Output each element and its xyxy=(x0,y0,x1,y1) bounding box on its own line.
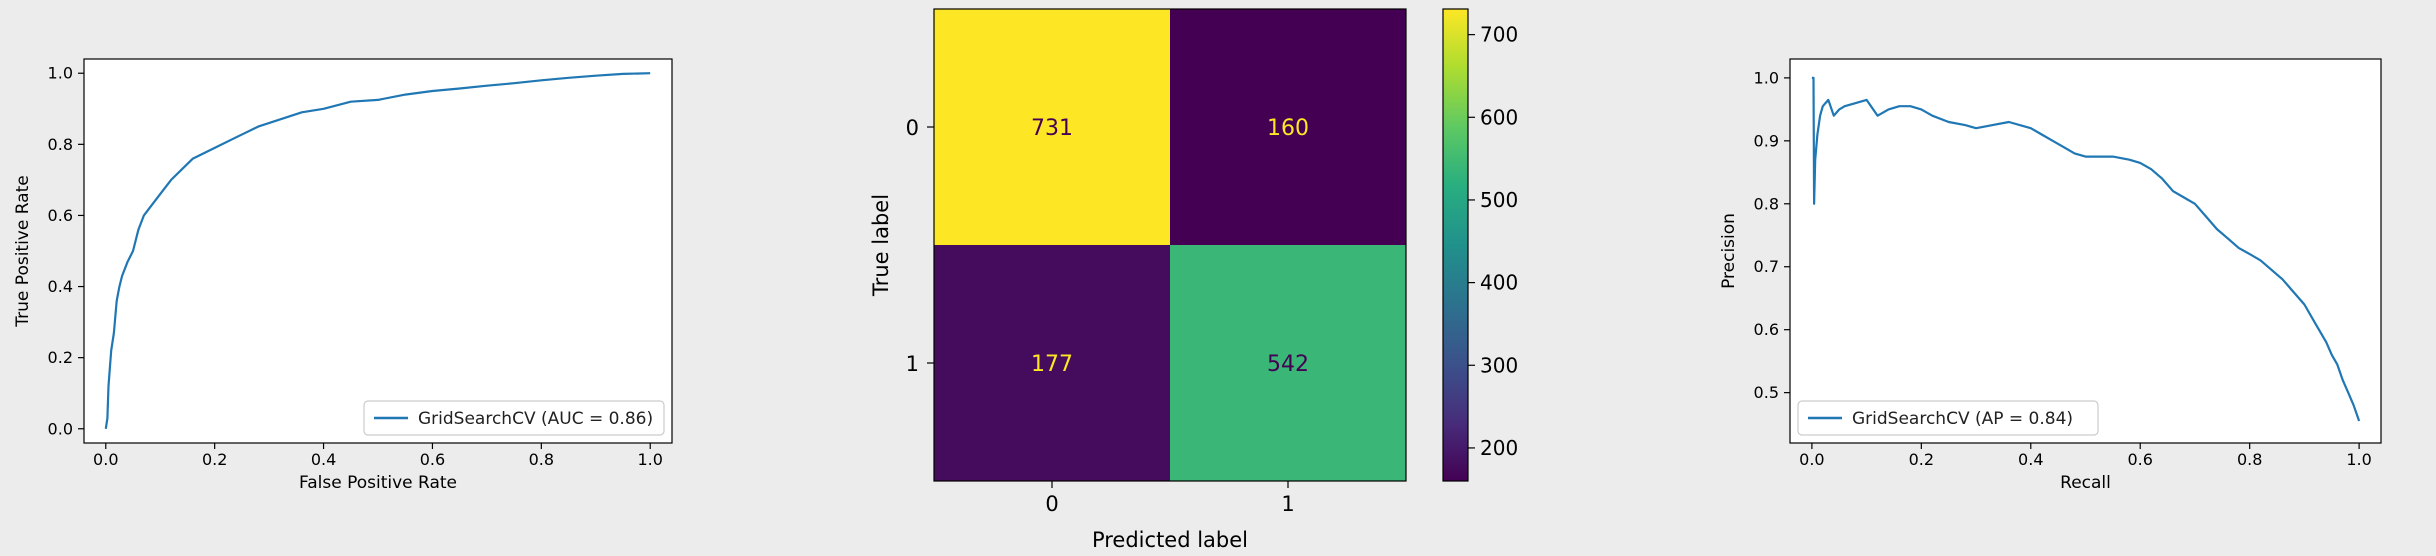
y-tick-label: 1.0 xyxy=(1754,68,1779,87)
x-tick-label: 1.0 xyxy=(637,450,662,469)
x-tick-label: 0.2 xyxy=(1909,450,1934,469)
plot-area xyxy=(84,59,672,443)
y-tick-label: 0.0 xyxy=(48,419,73,438)
x-tick-label: 0.8 xyxy=(529,450,554,469)
x-tick-label: 0.0 xyxy=(1799,450,1824,469)
plot-area xyxy=(1790,59,2381,443)
series-line xyxy=(1811,76,2361,422)
matrix-cell xyxy=(1170,245,1406,481)
roc-curve-panel: 0.0 0.2 0.4 0.6 0.8 1.0 0.0 0.2 0.4 0.6 0.8 1.0 Fals… xyxy=(13,58,673,493)
cell-value-label: 160 xyxy=(1267,116,1309,141)
colorbar-tick-label: 200 xyxy=(1480,436,1518,460)
colorbar-tick-label: 500 xyxy=(1480,188,1518,212)
y-tick-label: 0.2 xyxy=(48,348,73,367)
x-tick-label: 1 xyxy=(1281,492,1294,516)
x-tick-label: 0.4 xyxy=(311,450,336,469)
plot-frame xyxy=(83,58,673,444)
y-tick-label: 0.4 xyxy=(48,277,73,296)
x-tick-label: 1.0 xyxy=(2346,450,2371,469)
matrix-cell xyxy=(934,245,1170,481)
x-axis-label: False Positive Rate xyxy=(299,473,457,493)
y-tick-label: 0.8 xyxy=(48,135,73,154)
x-tick-label: 0.8 xyxy=(2237,450,2262,469)
y-tick-label: 0.7 xyxy=(1754,257,1779,276)
legend-label: GridSearchCV (AP = 0.84) xyxy=(1852,409,2073,429)
colorbar-tick-label: 300 xyxy=(1480,353,1518,377)
matrix-cell xyxy=(1170,9,1406,245)
matrix-cell xyxy=(934,9,1170,245)
y-tick-label: 1.0 xyxy=(48,64,73,83)
legend-label: GridSearchCV (AUC = 0.86) xyxy=(418,409,653,429)
matrix-frame xyxy=(933,8,1407,482)
x-tick-label: 0.6 xyxy=(420,450,445,469)
legend: GridSearchCV (AUC = 0.86) xyxy=(363,400,665,436)
x-tick-label: 0.6 xyxy=(2127,450,2152,469)
x-axis-label: Predicted label xyxy=(1092,528,1248,552)
x-tick-label: 0.0 xyxy=(93,450,118,469)
cell-value-label: 177 xyxy=(1031,352,1073,377)
y-axis-label: True label xyxy=(869,194,893,297)
x-tick-label: 0.2 xyxy=(202,450,227,469)
y-tick-label: 0.6 xyxy=(48,206,73,225)
y-tick-label: 0.8 xyxy=(1754,194,1779,213)
y-tick-label: 0.5 xyxy=(1754,383,1779,402)
y-tick-label: 0.6 xyxy=(1754,320,1779,339)
y-tick-label: 1 xyxy=(906,352,919,376)
cell-value-label: 731 xyxy=(1031,116,1073,141)
confusion-matrix-panel: 731 160 177 542 0 1 0 1 Predicted label True labe… xyxy=(869,8,1518,552)
legend-box xyxy=(1797,400,2099,436)
precision-recall-panel: 0.0 0.2 0.4 0.6 0.8 1.0 0.5 0.6 0.7 0.8 0.9 1.0 Reca… xyxy=(1719,58,2382,493)
y-axis-label: Precision xyxy=(1719,213,1739,289)
colorbar-frame xyxy=(1442,8,1469,482)
x-tick-label: 0 xyxy=(1045,492,1058,516)
plot-frame xyxy=(1789,58,2382,444)
colorbar xyxy=(1443,9,1468,481)
y-tick-label: 0 xyxy=(906,116,919,140)
x-tick-label: 0.4 xyxy=(2018,450,2043,469)
cell-value-label: 542 xyxy=(1267,352,1309,377)
series-line xyxy=(104,72,651,429)
colorbar-tick-label: 400 xyxy=(1480,271,1518,295)
y-axis-label: True Positive Rate xyxy=(13,175,33,327)
legend: GridSearchCV (AP = 0.84) xyxy=(1797,400,2099,436)
colorbar-tick-label: 600 xyxy=(1480,105,1518,129)
legend-box xyxy=(363,400,665,436)
y-tick-label: 0.9 xyxy=(1754,131,1779,150)
x-axis-label: Recall xyxy=(2060,473,2111,493)
colorbar-tick-label: 700 xyxy=(1480,23,1518,47)
